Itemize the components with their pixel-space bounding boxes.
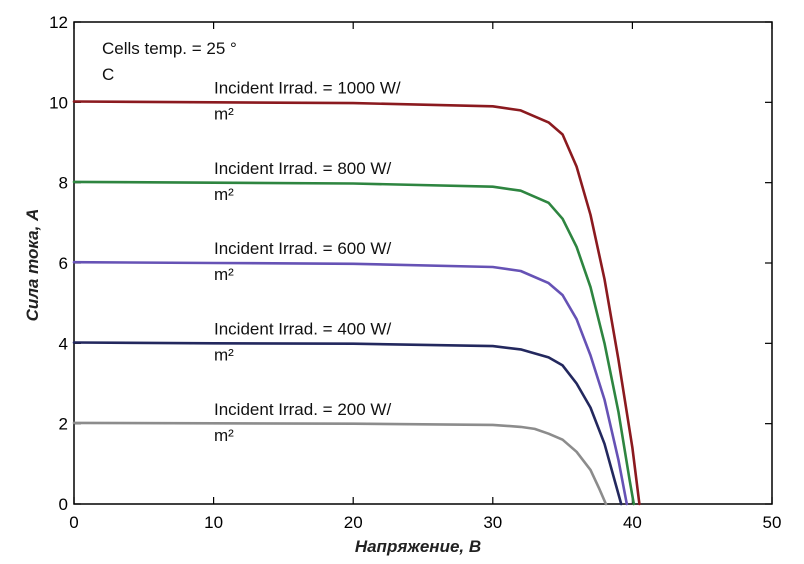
y-tick-label: 12 [49,13,68,32]
y-tick-label: 10 [49,93,68,112]
series-line-1 [72,180,636,506]
series-line-0 [72,100,641,506]
series-line-2 [72,260,629,506]
series-label-3-line2: m² [214,346,234,365]
series-label-0-line1: Incident Irrad. = 1000 W/ [214,79,401,98]
series-line-3 [72,341,623,506]
series-label-2-line1: Incident Irrad. = 600 W/ [214,239,391,258]
x-tick-label: 10 [204,513,223,532]
y-tick-label: 2 [59,415,68,434]
series-label-1-line2: m² [214,185,234,204]
y-axis-title: Сила тока, А [23,209,42,322]
series-label-0-line2: m² [214,105,234,124]
series-labels: Incident Irrad. = 1000 W/m² Incident Irra… [214,79,401,445]
series-group [72,100,641,506]
series-label-1-line1: Incident Irrad. = 800 W/ [214,159,391,178]
x-tick-label: 50 [763,513,782,532]
y-tick-label: 8 [59,174,68,193]
x-tick-label: 30 [483,513,502,532]
x-tick-label: 40 [623,513,642,532]
x-tick-label: 20 [344,513,363,532]
temperature-annotation-line1: Cells temp. = 25 ° [102,39,237,58]
x-tick-label: 0 [69,513,78,532]
y-tick-label: 0 [59,495,68,514]
series-label-4-line1: Incident Irrad. = 200 W/ [214,400,391,419]
series-line-4 [72,421,608,506]
series-label-3-line1: Incident Irrad. = 400 W/ [214,320,391,339]
x-axis-title: Напряжение, В [355,537,481,556]
series-label-2-line2: m² [214,265,234,284]
y-tick-label: 4 [59,334,68,353]
y-tick-label: 6 [59,254,68,273]
temperature-annotation-line2: C [102,65,114,84]
series-label-4-line2: m² [214,426,234,445]
x-axis: 0 10 20 30 40 50 [69,22,781,532]
